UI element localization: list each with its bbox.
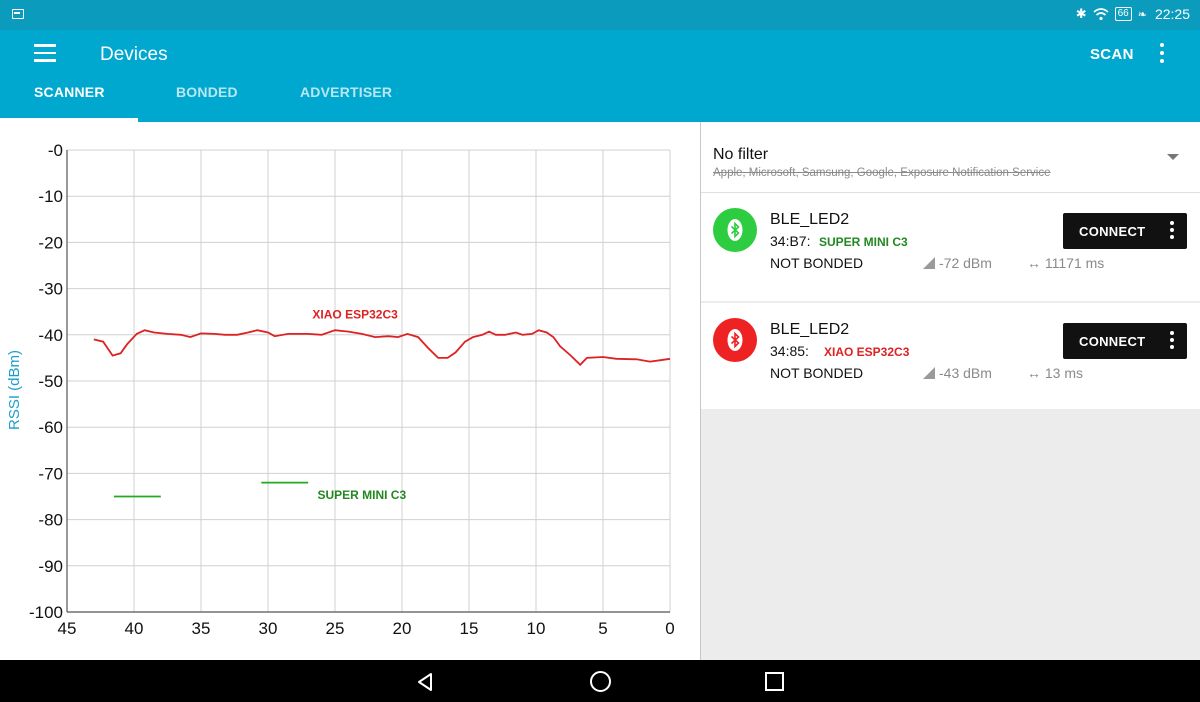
filter-dropdown[interactable]: No filter Apple, Microsoft, Samsung, Goo…	[701, 122, 1200, 193]
leaf-icon: ❧	[1137, 8, 1147, 21]
more-options-icon[interactable]	[1169, 221, 1175, 243]
home-icon[interactable]	[590, 671, 611, 692]
rssi-chart: 45 40 35 30 25 20 15 10 5 0 -0 -10 -20 -30 -40 -50 -60 -7…	[6, 141, 675, 638]
y-tick-label: -30	[38, 280, 63, 299]
tab-bar: SCANNER BONDED ADVERTISER	[0, 76, 1200, 122]
bluetooth-icon	[713, 318, 757, 362]
device-interval: ↔ 11171 ms	[1027, 255, 1104, 271]
app-bar: Devices SCAN SCANNER BONDED ADVERTISER	[0, 30, 1200, 122]
chevron-down-icon[interactable]	[1167, 154, 1179, 160]
bluetooth-icon	[713, 208, 757, 252]
interval-icon: ↔	[1027, 255, 1045, 271]
overflow-menu-icon[interactable]	[1154, 43, 1170, 67]
hamburger-menu-icon[interactable]	[34, 44, 56, 62]
device-row[interactable]: BLE_LED2 34:B7: SUPER MINI C3 NOT BONDED…	[701, 193, 1200, 301]
status-bar: ✱ 66 ❧ 22:25	[0, 0, 1200, 30]
scan-button[interactable]: SCAN	[1090, 46, 1134, 63]
device-address: 34:85:	[770, 343, 809, 359]
recents-icon[interactable]	[765, 672, 784, 691]
y-tick-label: -50	[38, 372, 63, 391]
x-tick-label: 5	[598, 619, 607, 638]
x-tick-label: 40	[125, 619, 144, 638]
bond-status: NOT BONDED	[770, 365, 864, 381]
device-rssi: -43 dBm	[923, 365, 992, 381]
y-tick-label: -40	[38, 326, 63, 345]
y-tick-label: -20	[38, 233, 63, 252]
bluetooth-icon: ✱	[1075, 6, 1087, 21]
connect-button[interactable]: CONNECT	[1063, 323, 1187, 359]
filter-title: No filter	[713, 146, 769, 163]
device-annotation: SUPER MINI C3	[819, 235, 908, 249]
x-tick-label: 35	[192, 619, 211, 638]
more-options-icon[interactable]	[1169, 331, 1175, 353]
wifi-icon	[1093, 8, 1109, 21]
tab-scanner[interactable]: SCANNER	[34, 84, 105, 100]
interval-icon: ↔	[1027, 365, 1045, 381]
rssi-chart-panel: 45 40 35 30 25 20 15 10 5 0 -0 -10 -20 -30 -40 -50 -60 -7…	[0, 122, 700, 660]
signal-icon	[923, 257, 935, 269]
clock: 22:25	[1154, 6, 1190, 22]
x-tick-label: 0	[665, 619, 674, 638]
connect-label: CONNECT	[1079, 334, 1146, 349]
panel-divider	[700, 122, 701, 660]
signal-icon	[923, 367, 935, 379]
y-tick-label: -0	[48, 141, 63, 160]
device-row[interactable]: BLE_LED2 34:85: XIAO ESP32C3 NOT BONDED …	[701, 303, 1200, 409]
filter-subtitle: Apple, Microsoft, Samsung, Google, Expos…	[713, 167, 1051, 179]
active-tab-indicator	[0, 118, 138, 122]
device-list-panel: No filter Apple, Microsoft, Samsung, Goo…	[701, 122, 1200, 660]
y-tick-label: -80	[38, 511, 63, 530]
x-tick-label: 30	[259, 619, 278, 638]
battery-icon: 66	[1114, 7, 1132, 21]
device-name: BLE_LED2	[770, 211, 850, 228]
tab-advertiser[interactable]: ADVERTISER	[300, 84, 393, 100]
interval-value: 13 ms	[1044, 365, 1084, 381]
x-tick-label: 45	[58, 619, 77, 638]
y-tick-label: -10	[38, 187, 63, 206]
y-tick-label: -60	[38, 418, 63, 437]
device-annotation: XIAO ESP32C3	[824, 345, 910, 359]
bond-status: NOT BONDED	[770, 255, 864, 271]
connect-button[interactable]: CONNECT	[1063, 213, 1187, 249]
chart-annotation: XIAO ESP32C3	[312, 308, 398, 322]
screen-icon	[12, 9, 24, 19]
device-interval: ↔ 13 ms	[1027, 365, 1083, 381]
x-tick-label: 10	[527, 619, 546, 638]
y-axis-label: RSSI (dBm)	[6, 350, 23, 430]
connect-label: CONNECT	[1079, 224, 1146, 239]
device-name: BLE_LED2	[770, 321, 850, 338]
x-tick-label: 25	[326, 619, 345, 638]
navigation-bar	[0, 660, 1200, 702]
back-icon[interactable]	[416, 672, 434, 692]
page-title: Devices	[100, 44, 168, 65]
x-tick-label: 15	[460, 619, 479, 638]
chart-annotation: SUPER MINI C3	[317, 488, 406, 502]
status-icons: ✱ 66 ❧ 22:25	[1076, 6, 1190, 22]
rssi-value: -43 dBm	[939, 365, 992, 381]
y-tick-label: -70	[38, 464, 63, 483]
y-tick-label: -90	[38, 557, 63, 576]
series-line-xiao	[93, 329, 671, 367]
rssi-value: -72 dBm	[939, 255, 992, 271]
device-address: 34:B7:	[770, 233, 811, 249]
interval-value: 11171 ms	[1044, 255, 1105, 271]
y-tick-label: -100	[29, 603, 63, 622]
tab-bonded[interactable]: BONDED	[176, 84, 238, 100]
x-tick-label: 20	[393, 619, 412, 638]
device-rssi: -72 dBm	[923, 255, 992, 271]
